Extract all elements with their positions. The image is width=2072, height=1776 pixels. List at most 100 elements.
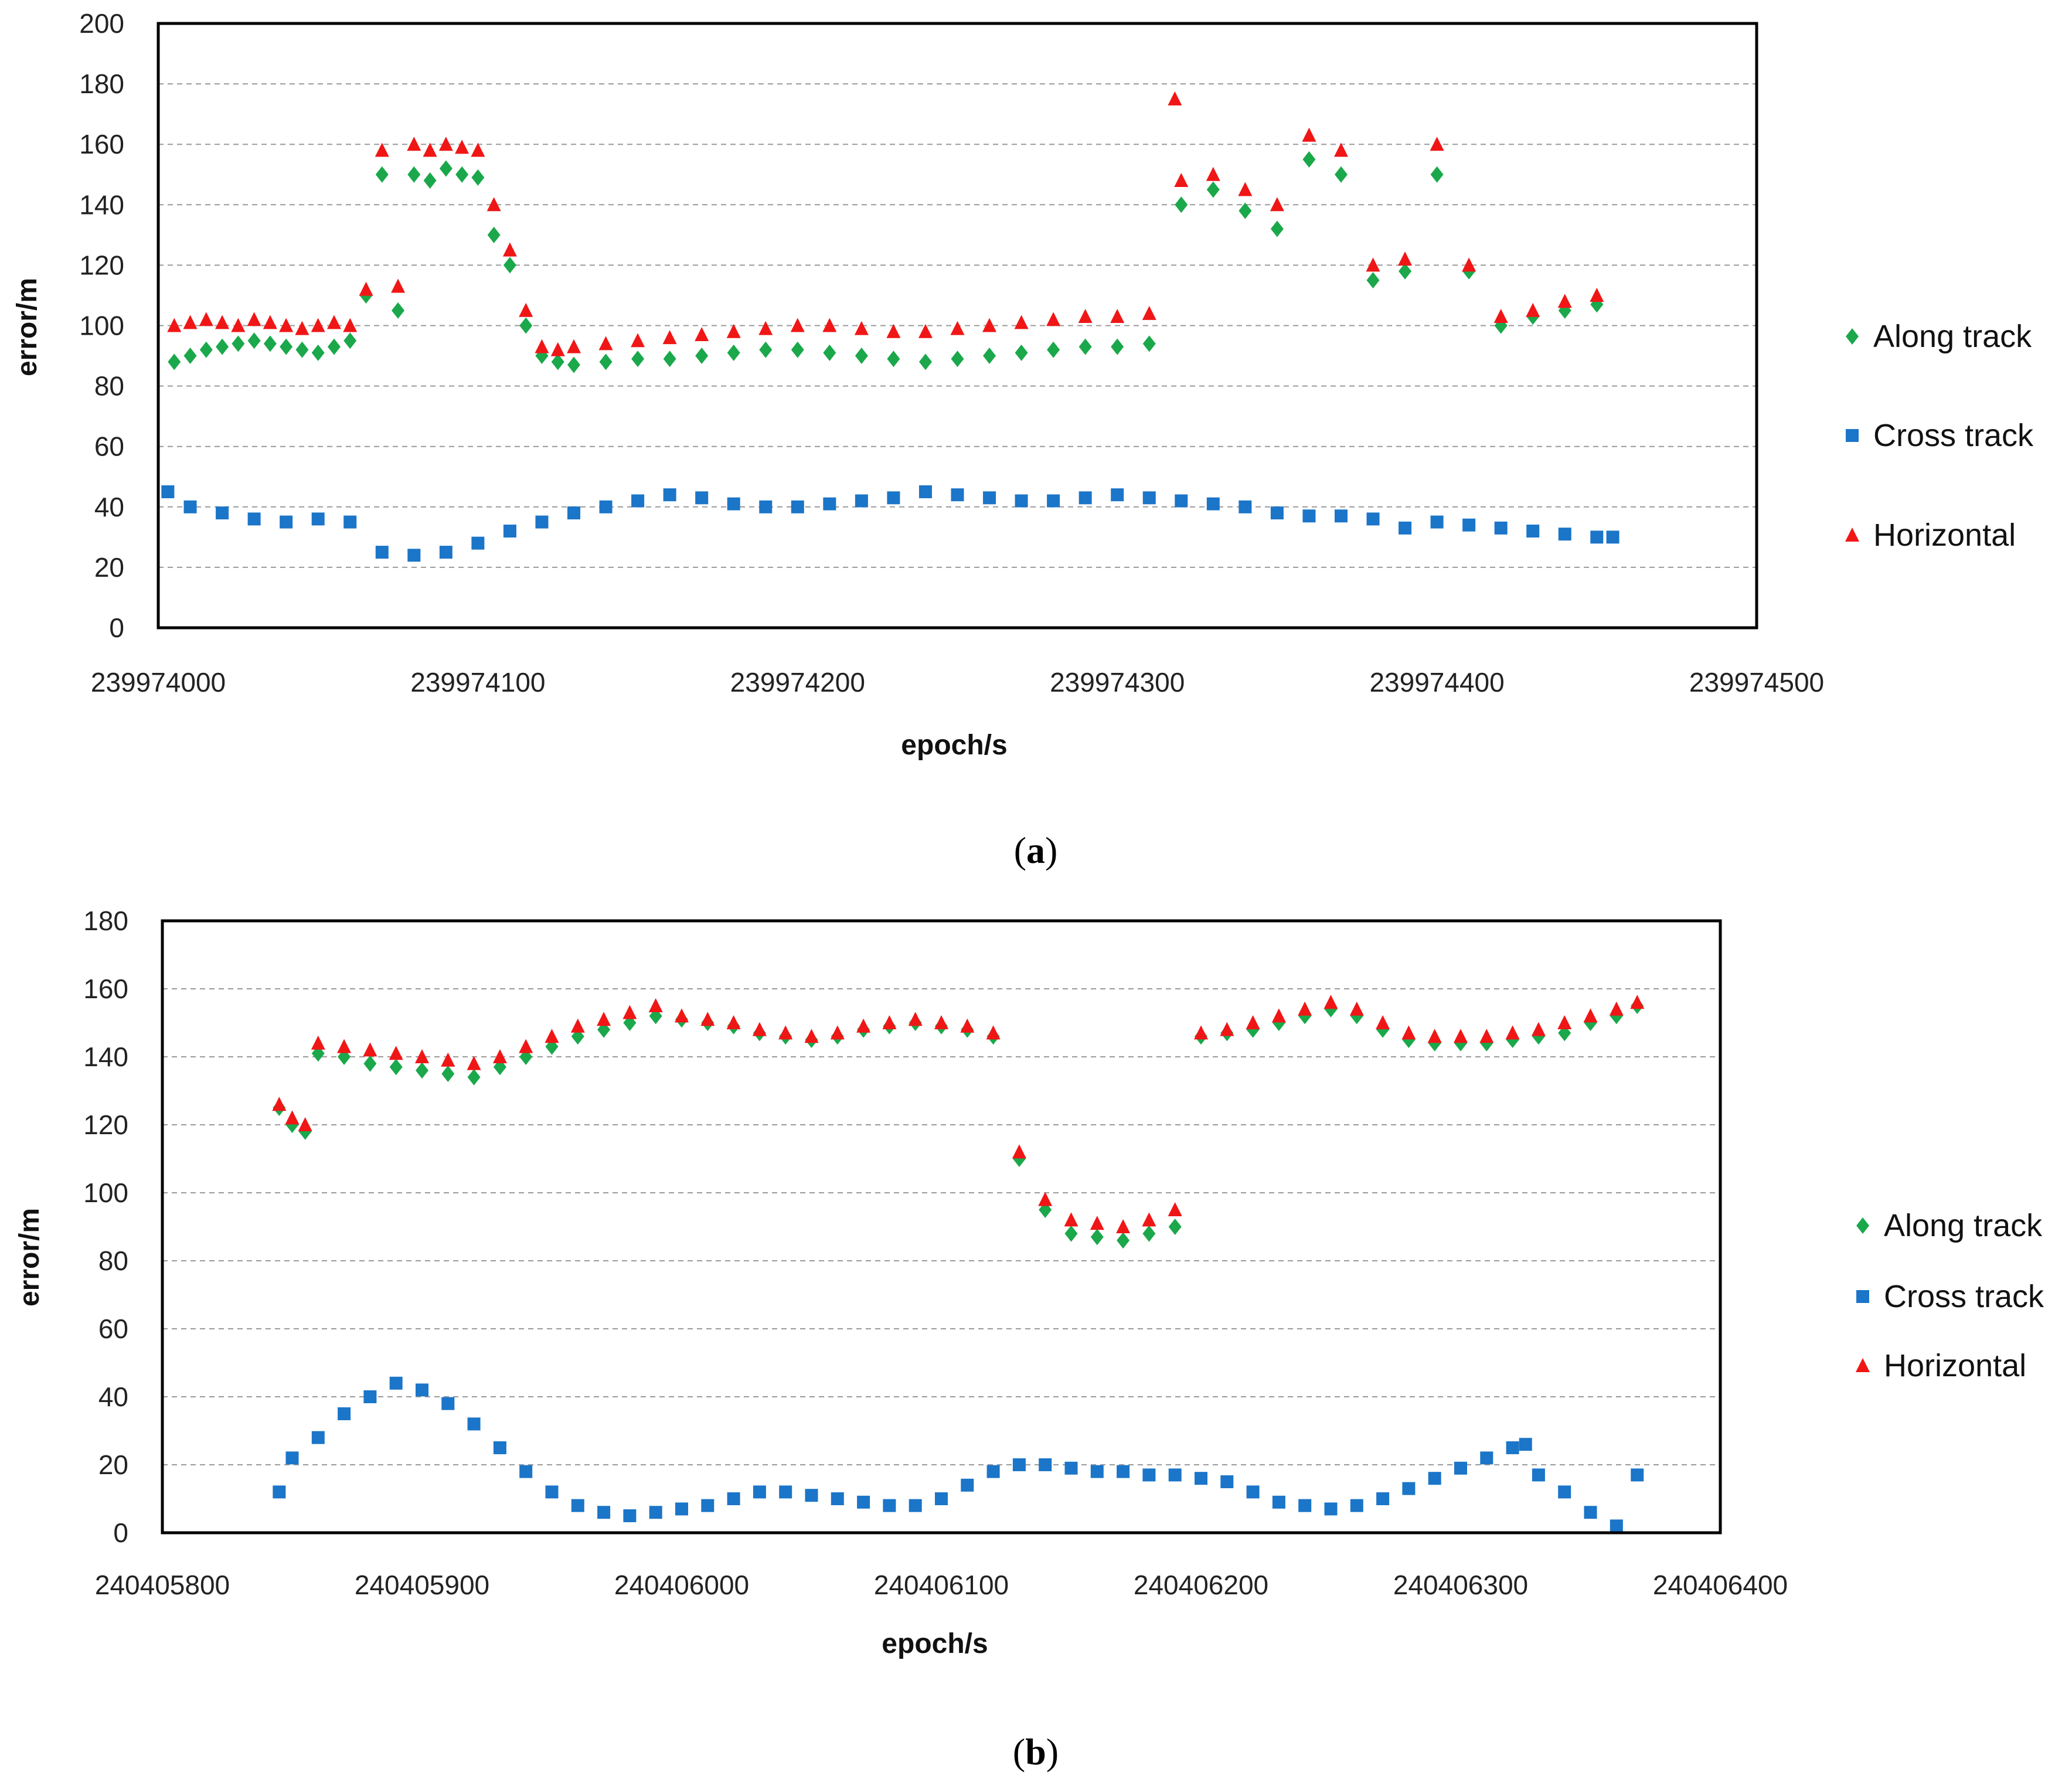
data-point: [1558, 1485, 1571, 1499]
data-point: [183, 348, 197, 365]
data-point: [951, 488, 964, 502]
data-point: [375, 166, 389, 183]
data-point: [161, 485, 175, 499]
data-point: [1206, 181, 1220, 198]
data-point: [519, 1465, 533, 1478]
data-point: [726, 1015, 741, 1029]
data-point: [1398, 251, 1413, 266]
data-point: [327, 338, 341, 355]
data-point: [343, 515, 357, 529]
data-point: [823, 344, 836, 361]
data-point: [909, 1499, 922, 1512]
data-point: [295, 321, 309, 335]
y-axis-title-a: error/m: [12, 278, 43, 376]
data-point: [1462, 518, 1476, 532]
data-point: [1270, 197, 1284, 212]
y-tick-label: 140: [79, 189, 124, 220]
x-tick-label: 240406300: [1393, 1570, 1528, 1600]
scatter-points-a: [161, 91, 1620, 562]
data-point: [423, 142, 437, 157]
data-point: [467, 1056, 481, 1070]
data-point: [597, 1506, 611, 1519]
data-point: [752, 1022, 767, 1036]
data-point: [1493, 309, 1508, 324]
data-point: [1302, 151, 1316, 168]
x-tick-labels-a: 239974000 239974100 239974200 239974300 2399…: [91, 667, 1824, 698]
data-point: [1271, 1008, 1286, 1023]
data-point: [1015, 344, 1028, 361]
data-point: [545, 1029, 559, 1043]
data-point: [467, 1069, 481, 1086]
data-point: [415, 1049, 429, 1063]
data-point: [1506, 1441, 1519, 1454]
data-point: [375, 142, 389, 157]
data-point: [918, 485, 932, 499]
data-point: [1142, 335, 1156, 352]
data-point: [471, 169, 485, 186]
data-point: [503, 525, 516, 538]
y-tick-label: 100: [83, 1178, 128, 1208]
y-tick-label: 20: [94, 552, 124, 583]
x-tick-label: 239974300: [1050, 667, 1185, 698]
data-point: [416, 1383, 428, 1397]
data-point: [438, 137, 453, 151]
data-point: [1376, 1015, 1390, 1029]
data-point: [1078, 338, 1092, 355]
y-tick-label: 40: [94, 492, 124, 522]
data-point: [1246, 1485, 1260, 1499]
plot-frame-a: [156, 22, 1758, 630]
data-point: [1175, 494, 1188, 508]
data-point: [597, 1012, 611, 1026]
data-point: [1298, 1499, 1312, 1512]
data-point: [1590, 287, 1604, 302]
y-tick-label: 0: [113, 1518, 128, 1548]
data-point: [1117, 1232, 1130, 1249]
panel-letter-a: a: [1026, 829, 1045, 871]
data-point: [1298, 1001, 1312, 1016]
y-tick-labels-b: 0 20 40 60 80 100 120 140 160 180: [83, 906, 128, 1548]
data-point: [961, 1478, 974, 1492]
legend-label: Along track: [1873, 319, 2032, 354]
x-tick-label: 239974000: [91, 667, 226, 698]
data-point: [986, 1465, 1000, 1478]
data-point: [662, 330, 677, 345]
data-point: [311, 318, 325, 332]
data-point: [1610, 1519, 1623, 1533]
data-point: [1376, 1492, 1390, 1505]
data-point: [1142, 305, 1156, 320]
data-point: [1270, 506, 1284, 520]
data-point: [567, 339, 581, 353]
data-point: [363, 1055, 377, 1072]
data-point: [622, 1005, 637, 1019]
x-tick-label: 239974500: [1689, 667, 1824, 698]
data-point: [887, 491, 900, 505]
data-point: [519, 302, 533, 317]
data-point: [887, 351, 900, 368]
data-point: [1590, 296, 1604, 313]
data-point: [623, 1509, 637, 1522]
x-tick-label: 240405900: [355, 1570, 489, 1600]
data-point: [375, 546, 389, 559]
data-point: [545, 1485, 559, 1499]
data-point: [1584, 1506, 1597, 1519]
data-point: [886, 324, 901, 338]
data-point: [571, 1499, 584, 1512]
data-point: [493, 1441, 506, 1454]
data-point: [918, 353, 932, 370]
data-point: [1366, 512, 1380, 526]
data-point: [778, 1025, 793, 1040]
data-point: [389, 1059, 403, 1076]
data-point: [247, 332, 261, 349]
y-tick-label: 180: [83, 906, 128, 936]
data-point: [199, 312, 213, 326]
data-point: [1402, 1482, 1416, 1495]
data-point: [1302, 127, 1316, 142]
data-point: [1630, 995, 1645, 1009]
data-point: [599, 500, 613, 513]
data-point: [1324, 1502, 1338, 1516]
data-point: [441, 1052, 455, 1067]
data-point: [1142, 1468, 1156, 1482]
data-point: [247, 312, 261, 326]
data-point: [854, 321, 869, 335]
